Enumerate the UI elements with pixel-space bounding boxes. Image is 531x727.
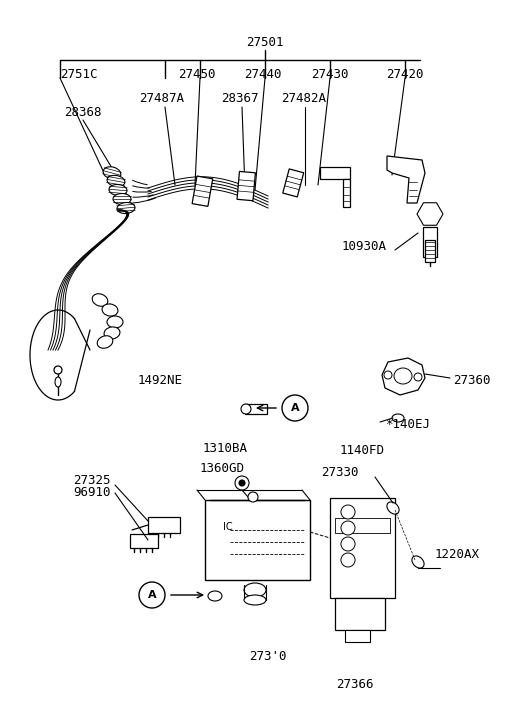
- Circle shape: [282, 395, 308, 421]
- Bar: [205, 500, 310, 580]
- Text: 28368: 28368: [64, 106, 102, 119]
- Bar: [423, 227, 437, 257]
- Text: 1360GD: 1360GD: [200, 462, 244, 475]
- Ellipse shape: [109, 185, 127, 196]
- Text: 27487A: 27487A: [140, 92, 184, 105]
- Text: 1220AX: 1220AX: [435, 548, 480, 561]
- Text: 2751C: 2751C: [60, 68, 98, 81]
- Ellipse shape: [113, 193, 131, 204]
- Ellipse shape: [392, 414, 404, 422]
- Text: *140EJ: *140EJ: [385, 417, 430, 430]
- Ellipse shape: [107, 316, 123, 328]
- Bar: [148, 517, 180, 533]
- Bar: [345, 630, 370, 642]
- Bar: [245, 404, 267, 414]
- Ellipse shape: [117, 202, 135, 214]
- Text: 1310BA: 1310BA: [202, 441, 247, 454]
- Circle shape: [239, 480, 245, 486]
- Circle shape: [414, 373, 422, 381]
- Text: 27430: 27430: [311, 68, 349, 81]
- Polygon shape: [343, 179, 350, 207]
- Circle shape: [341, 505, 355, 519]
- Circle shape: [139, 582, 165, 608]
- Ellipse shape: [244, 595, 266, 605]
- Text: 10930A: 10930A: [342, 239, 387, 252]
- Circle shape: [341, 553, 355, 567]
- Text: A: A: [148, 590, 156, 600]
- Text: IC: IC: [223, 522, 233, 532]
- Text: 1492NE: 1492NE: [138, 374, 183, 387]
- Text: 27360: 27360: [453, 374, 491, 387]
- Bar: [330, 498, 395, 598]
- Text: 27440: 27440: [244, 68, 282, 81]
- Circle shape: [54, 366, 62, 374]
- Ellipse shape: [387, 502, 399, 514]
- Bar: [425, 240, 435, 262]
- Circle shape: [341, 521, 355, 535]
- Circle shape: [241, 404, 251, 414]
- Ellipse shape: [208, 591, 222, 601]
- Ellipse shape: [92, 294, 108, 306]
- Bar: [335, 598, 385, 630]
- Ellipse shape: [244, 583, 266, 597]
- Text: 27501: 27501: [246, 36, 284, 49]
- Text: 27420: 27420: [386, 68, 424, 81]
- Polygon shape: [382, 358, 425, 395]
- Text: 27482A: 27482A: [281, 92, 327, 105]
- Polygon shape: [320, 167, 350, 179]
- Ellipse shape: [97, 336, 113, 348]
- Polygon shape: [237, 172, 255, 201]
- Text: 28367: 28367: [221, 92, 259, 105]
- Text: 1140FD: 1140FD: [339, 443, 384, 457]
- Ellipse shape: [103, 166, 121, 180]
- Text: 96910: 96910: [73, 486, 111, 499]
- Circle shape: [235, 476, 249, 490]
- Ellipse shape: [107, 175, 125, 187]
- Bar: [335, 518, 390, 533]
- Ellipse shape: [104, 327, 120, 339]
- Text: 27366: 27366: [336, 678, 374, 691]
- Ellipse shape: [412, 556, 424, 568]
- Text: 27450: 27450: [178, 68, 216, 81]
- Ellipse shape: [102, 304, 118, 316]
- Circle shape: [248, 492, 258, 502]
- Polygon shape: [387, 156, 425, 203]
- Ellipse shape: [394, 368, 412, 384]
- Ellipse shape: [55, 377, 61, 387]
- Text: 27325: 27325: [73, 473, 111, 486]
- Polygon shape: [282, 169, 304, 197]
- Polygon shape: [192, 176, 213, 206]
- Text: 273'0: 273'0: [249, 649, 287, 662]
- Circle shape: [341, 537, 355, 551]
- Text: A: A: [290, 403, 299, 413]
- Text: 27330: 27330: [321, 465, 359, 478]
- Bar: [130, 534, 158, 548]
- Circle shape: [384, 371, 392, 379]
